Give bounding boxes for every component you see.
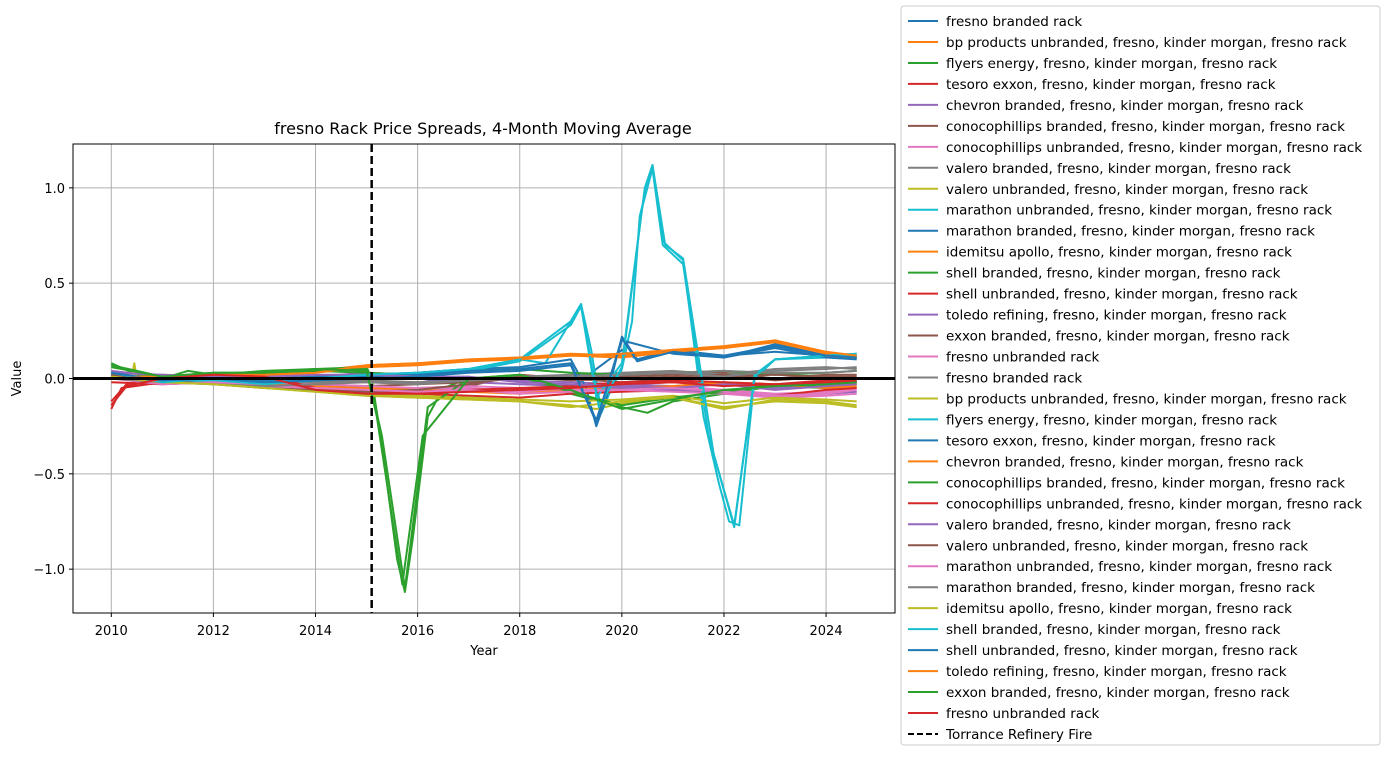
- legend-entry-label: flyers energy, fresno, kinder morgan, fr…: [946, 412, 1277, 428]
- legend-entry-label: fresno branded rack: [946, 14, 1082, 30]
- x-tick-label: 2016: [401, 624, 434, 639]
- legend-entry-label: exxon branded, fresno, kinder morgan, fr…: [946, 685, 1290, 701]
- x-tick-label: 2022: [707, 624, 740, 639]
- y-tick-label: −1.0: [33, 563, 65, 578]
- x-tick-label: 2018: [503, 624, 536, 639]
- legend-entry-label: toledo refining, fresno, kinder morgan, …: [946, 664, 1287, 680]
- legend-entry-label: idemitsu apollo, fresno, kinder morgan, …: [946, 601, 1292, 617]
- legend-entry-label: valero branded, fresno, kinder morgan, f…: [946, 161, 1291, 177]
- legend-entry-label: shell unbranded, fresno, kinder morgan, …: [946, 287, 1298, 303]
- reference-lines: [73, 144, 895, 613]
- chart-title: fresno Rack Price Spreads, 4-Month Movin…: [274, 119, 692, 138]
- legend-entry-label: toledo refining, fresno, kinder morgan, …: [946, 308, 1287, 324]
- legend-entry-label: shell branded, fresno, kinder morgan, fr…: [946, 266, 1281, 282]
- y-axis-label: Value: [10, 361, 25, 397]
- legend-entry-label: conocophillips branded, fresno, kinder m…: [946, 475, 1345, 491]
- legend-entry-label: Torrance Refinery Fire: [945, 727, 1092, 743]
- series-line: [111, 366, 857, 586]
- legend-entry-label: marathon branded, fresno, kinder morgan,…: [946, 224, 1315, 240]
- legend-entry-label: marathon unbranded, fresno, kinder morga…: [946, 559, 1332, 575]
- legend-entry-label: valero unbranded, fresno, kinder morgan,…: [946, 538, 1308, 554]
- x-tick-label: 2014: [299, 624, 332, 639]
- legend-entry-label: chevron branded, fresno, kinder morgan, …: [946, 98, 1304, 114]
- legend-entry-label: conocophillips branded, fresno, kinder m…: [946, 119, 1345, 135]
- legend-entry-label: fresno unbranded rack: [946, 350, 1099, 366]
- series-lines: [110, 164, 857, 593]
- x-tick-label: 2024: [810, 624, 843, 639]
- series-line: [111, 337, 857, 424]
- x-axis-label: Year: [469, 644, 498, 659]
- legend-entry-label: exxon branded, fresno, kinder morgan, fr…: [946, 329, 1290, 345]
- legend-entry-label: chevron branded, fresno, kinder morgan, …: [946, 454, 1304, 470]
- legend-entry-label: valero unbranded, fresno, kinder morgan,…: [946, 182, 1308, 198]
- legend-box: [900, 5, 1381, 746]
- legend: fresno branded rack bp products unbranded…: [900, 5, 1381, 746]
- series-line: [111, 375, 857, 410]
- legend-entry-label: shell branded, fresno, kinder morgan, fr…: [946, 622, 1281, 638]
- legend-entry-label: marathon unbranded, fresno, kinder morga…: [946, 203, 1332, 219]
- legend-entry-label: bp products unbranded, fresno, kinder mo…: [946, 391, 1347, 407]
- legend-entry-label: tesoro exxon, fresno, kinder morgan, fre…: [946, 77, 1276, 93]
- legend-entry-label: conocophillips unbranded, fresno, kinder…: [946, 496, 1362, 512]
- legend-entry-label: flyers energy, fresno, kinder morgan, fr…: [946, 56, 1277, 72]
- x-tick-label: 2012: [197, 624, 230, 639]
- y-tick-label: 1.0: [44, 182, 65, 197]
- legend-entry-label: marathon branded, fresno, kinder morgan,…: [946, 580, 1315, 596]
- legend-entry-label: tesoro exxon, fresno, kinder morgan, fre…: [946, 433, 1276, 449]
- legend-entry-label: idemitsu apollo, fresno, kinder morgan, …: [946, 245, 1292, 261]
- legend-entry-label: valero branded, fresno, kinder morgan, f…: [946, 517, 1291, 533]
- legend-entry-label: bp products unbranded, fresno, kinder mo…: [946, 35, 1347, 51]
- legend-entry-label: conocophillips unbranded, fresno, kinder…: [946, 140, 1362, 156]
- x-tick-label: 2020: [605, 624, 638, 639]
- x-tick-label: 2010: [95, 624, 128, 639]
- series-line: [110, 373, 857, 406]
- y-tick-label: −0.5: [33, 468, 65, 483]
- legend-entry-label: shell unbranded, fresno, kinder morgan, …: [946, 643, 1298, 659]
- legend-entry-label: fresno branded rack: [946, 370, 1082, 386]
- y-tick-label: 0.5: [44, 277, 65, 292]
- axis-ticks: 2010 2012 2014 2016 2018 2020 2022 2024 −1.0 −0.5…: [33, 182, 842, 639]
- legend-entry-label: fresno unbranded rack: [946, 706, 1099, 722]
- y-tick-label: 0.0: [44, 373, 65, 388]
